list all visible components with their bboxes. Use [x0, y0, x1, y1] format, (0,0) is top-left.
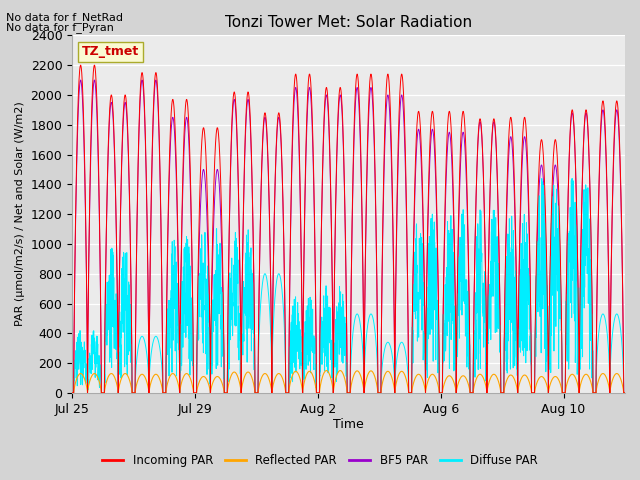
Legend: Incoming PAR, Reflected PAR, BF5 PAR, Diffuse PAR: Incoming PAR, Reflected PAR, BF5 PAR, Di… [97, 449, 543, 472]
Title: Tonzi Tower Met: Solar Radiation: Tonzi Tower Met: Solar Radiation [225, 15, 472, 30]
Y-axis label: PAR (μmol/m2/s) / Net and Solar (W/m2): PAR (μmol/m2/s) / Net and Solar (W/m2) [15, 102, 25, 326]
Text: No data for f_Pyran: No data for f_Pyran [6, 22, 115, 33]
Legend: TZ_tmet: TZ_tmet [79, 42, 143, 62]
X-axis label: Time: Time [333, 419, 364, 432]
Text: No data for f_NetRad: No data for f_NetRad [6, 12, 124, 23]
